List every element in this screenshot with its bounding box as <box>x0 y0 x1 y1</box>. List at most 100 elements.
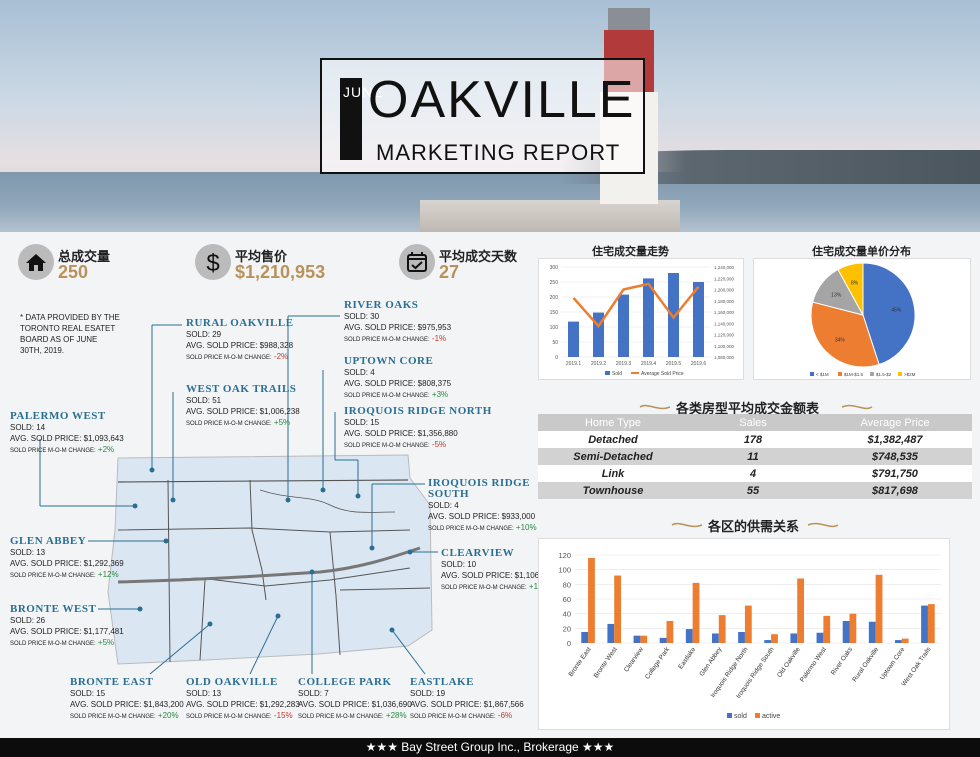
table-cell: 11 <box>747 450 759 463</box>
table-cell: Detached <box>588 433 638 446</box>
active-bar <box>614 575 622 643</box>
pie-slice-label: 13% <box>831 292 842 298</box>
area-change: +2% <box>97 445 115 454</box>
x-tick-label: College Park <box>644 646 672 681</box>
table-title: 各类房型平均成交金额表 <box>676 401 820 416</box>
left-ornament-icon <box>671 522 703 528</box>
map-shape <box>39 315 438 675</box>
area-change-label: SOLD PRICE M-O-M CHANGE: <box>186 714 272 720</box>
area-price: AVG. SOLD PRICE: $1,292,283 <box>186 700 300 709</box>
area-name: OLD OAKVILLE <box>186 676 278 688</box>
area-price: AVG. SOLD PRICE: $1,006,238 <box>186 407 300 416</box>
table-cell: $1,382,487 <box>867 433 923 446</box>
legend-label-sold: sold <box>734 713 747 720</box>
area-price: AVG. SOLD PRICE: $988,328 <box>186 341 294 350</box>
area-price: AVG. SOLD PRICE: $1,867,566 <box>410 700 524 709</box>
x-tick-label: 2019.6 <box>691 361 707 367</box>
stat-value: 250 <box>58 262 89 282</box>
active-bar <box>901 638 909 643</box>
pier-background <box>420 200 680 232</box>
home-type-table: Home Type Sales Average Price Detached 1… <box>538 414 972 499</box>
sold-bar <box>593 312 604 357</box>
area-price: AVG. SOLD PRICE: $808,375 <box>344 379 452 388</box>
pie-slice <box>837 262 864 316</box>
sold-bar <box>764 640 772 643</box>
y-tick-label: 0 <box>567 639 571 648</box>
area-name: UPTOWN CORE <box>344 355 434 367</box>
sold-bar <box>790 633 798 643</box>
legend-label: < $1M <box>816 372 829 377</box>
area-name: BRONTE WEST <box>10 603 97 615</box>
area-change-label: SOLD PRICE M-O-M CHANGE: <box>186 421 272 427</box>
x-tick-label: 2019.4 <box>641 361 657 367</box>
area-sold: SOLD: 13 <box>186 689 222 698</box>
footer-brokerage: ★★★ Bay Street Group Inc., Brokerage ★★★ <box>0 738 980 757</box>
active-bar <box>588 557 595 643</box>
x-tick-label: Uptown Core <box>879 646 907 681</box>
area-label-bronte-west: BRONTE WEST SOLD: 26 AVG. SOLD PRICE: $1… <box>10 604 124 650</box>
x-tick-label: River Oaks <box>830 646 855 677</box>
area-change-label: SOLD PRICE M-O-M CHANGE: <box>344 337 430 343</box>
pie-slice-label: 34% <box>835 338 846 344</box>
city-title: OAKVILLE <box>368 71 636 129</box>
x-tick-label: Bronte East <box>567 646 592 678</box>
table-cell: 4 <box>749 467 757 480</box>
supply-chart-title: 各区的供需关系 <box>708 519 800 534</box>
sold-bar <box>607 623 615 643</box>
x-tick-label: Bronte West <box>593 646 619 679</box>
table-cell: $748,535 <box>872 450 918 463</box>
x-tick-label: West Oak Trails <box>901 646 933 688</box>
table-cell: $817,698 <box>872 484 918 497</box>
month-label: JUNE <box>343 84 384 100</box>
avg-price-line <box>572 282 700 329</box>
y2-tick-label: 1,120,000 <box>714 333 735 338</box>
report-subtitle: MARKETING REPORT <box>376 140 621 165</box>
pie-chart-title: 住宅成交量单价分布 <box>812 246 911 258</box>
pie-slice-label: 45% <box>891 308 902 314</box>
stat-value: 27 <box>439 262 460 282</box>
active-bar <box>640 635 648 643</box>
trend-chart: 0 50 100 150 200 250 300 1,080,000 1,100,000 1,12… <box>550 265 735 377</box>
table-header-cell: Sales <box>739 416 767 429</box>
month-bar <box>340 78 362 160</box>
y-tick-label: 250 <box>550 280 559 286</box>
stat-label: 平均售价 <box>235 249 288 264</box>
area-sold: SOLD: 4 <box>344 368 375 377</box>
sold-bar <box>581 632 589 643</box>
x-tick-label: 2019.1 <box>566 361 582 367</box>
legend-label-avg-price: Average Sold Price <box>641 371 684 377</box>
y2-tick-label: 1,180,000 <box>714 299 735 304</box>
table-header-row: Home Type Sales Average Price <box>538 414 972 431</box>
area-sold: SOLD: 4 <box>428 501 459 510</box>
area-change: +12% <box>97 570 119 579</box>
pie-slice <box>810 301 880 368</box>
sold-bar <box>568 321 579 357</box>
legend-swatch <box>810 372 814 376</box>
sold-bar <box>633 635 641 643</box>
sold-bar <box>693 282 704 357</box>
area-change-label: SOLD PRICE M-O-M CHANGE: <box>410 714 496 720</box>
area-label-palermo-west: PALERMO WEST SOLD: 14 AVG. SOLD PRICE: $… <box>10 411 124 457</box>
area-name: CLEARVIEW <box>441 547 515 559</box>
legend-label-active: active <box>762 713 780 720</box>
area-change: -5% <box>431 440 447 449</box>
y-tick-label: 100 <box>550 325 559 331</box>
table-cell: Semi-Detached <box>573 450 653 463</box>
area-name: RIVER OAKS <box>344 299 419 311</box>
area-price: AVG. SOLD PRICE: $1,106,618 <box>441 571 555 580</box>
y-tick-label: 60 <box>563 595 571 604</box>
table-header-cell: Home Type <box>584 416 642 429</box>
stat-icon-circle: $ <box>195 244 231 280</box>
x-tick-label: Eastlake <box>677 646 697 671</box>
area-sold: SOLD: 7 <box>298 689 329 698</box>
active-bar <box>797 578 805 643</box>
area-name: EASTLAKE <box>410 676 474 688</box>
area-price: AVG. SOLD PRICE: $1,036,690 <box>298 700 412 709</box>
area-change: +28% <box>385 711 407 720</box>
area-sold: SOLD: 13 <box>10 548 46 557</box>
stat-icon-circle <box>18 244 54 280</box>
y2-tick-label: 1,100,000 <box>714 344 735 349</box>
supply-chart-panel: 0 20 40 60 80 100 120 Bronte East Bronte West Cle… <box>538 538 950 730</box>
area-change: -2% <box>273 352 289 361</box>
active-bar <box>823 615 831 643</box>
